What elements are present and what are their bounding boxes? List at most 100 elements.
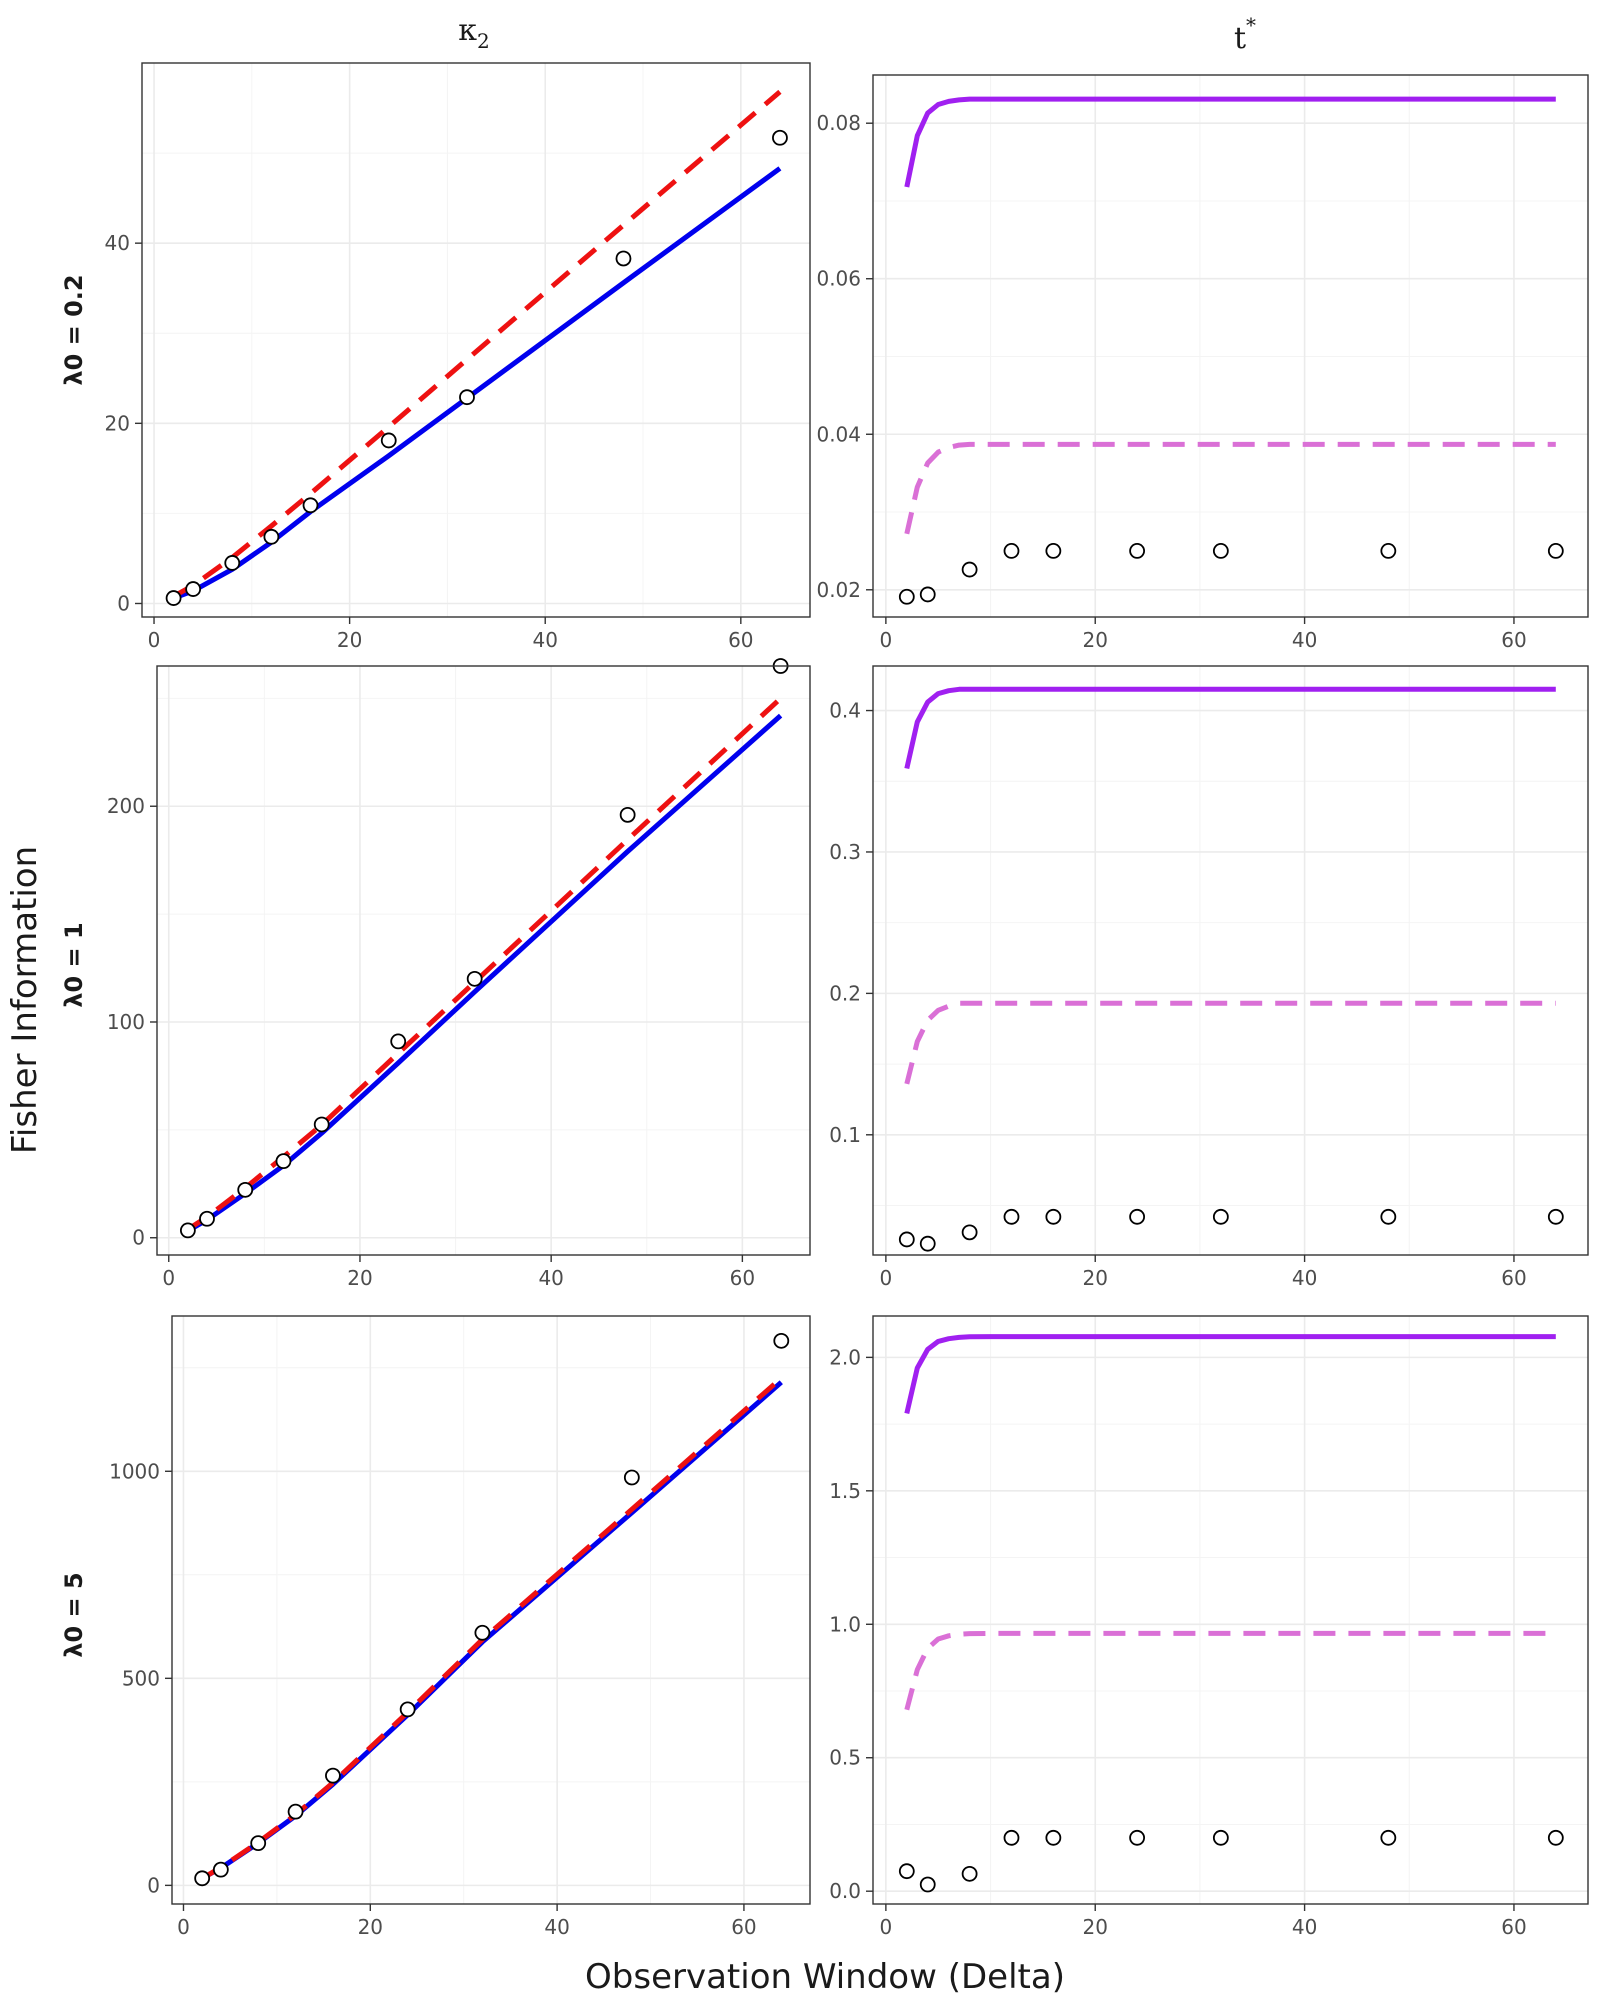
data-point [919,1235,936,1252]
data-point [390,1033,407,1050]
y-tick-label: 0.06 [816,267,861,291]
data-point [619,806,636,823]
x-tick-label: 40 [544,1915,569,1939]
y-tick-label: 0.04 [816,422,861,446]
panel-5: 0 20 40 60 0.0 0.5 1.0 1.5 2.0 [829,1315,1589,1939]
y-tick-label: 0.2 [829,981,861,1005]
data-point [399,1701,416,1718]
data-point [250,1835,267,1852]
y-tick-label: 0.1 [829,1123,861,1147]
y-tick-label: 20 [105,411,130,435]
col-header-kappa2-sub: 2 [477,29,490,53]
row-header-1: λ0 = 1 [60,922,88,1007]
data-point [898,1863,915,1880]
data-point [165,590,182,606]
panel-1: 0 20 40 60 0.02 0.04 0.06 0.08 [816,74,1589,652]
data-point [961,561,978,578]
y-tick-label: 500 [122,1666,160,1690]
series-solid-line [186,713,783,1233]
x-tick-label: 0 [880,1915,893,1939]
panel-0: 0 20 40 60 0 20 40 [105,62,811,652]
series-dashed-line [172,89,782,599]
data-point [772,129,788,146]
x-tick-label: 0 [177,1915,190,1939]
col-header-kappa2: κ2 [458,13,489,53]
x-tick-label: 40 [538,1266,563,1290]
data-point [961,1224,978,1241]
row-header-0: λ0 = 0.2 [60,274,88,385]
x-tick-label: 40 [1292,1266,1317,1290]
data-point [212,1861,229,1878]
y-tick-label: 40 [105,231,130,255]
series-dashed-line [186,696,783,1232]
data-point [961,1865,978,1882]
data-point [773,1332,790,1349]
y-axis-title: Fisher Information [5,846,45,1154]
data-point [313,1116,330,1133]
panel-4: 0 20 40 60 0 500 1000 [109,1315,811,1939]
series-dashed-line [904,441,1556,535]
y-tick-label: 0 [132,1226,145,1250]
data-point [1212,543,1229,559]
x-tick-label: 20 [1083,1266,1108,1290]
x-tick-label: 20 [347,1266,372,1290]
x-tick-label: 60 [1501,1266,1526,1290]
data-point [1045,1208,1062,1225]
series-solid-line [904,1334,1556,1414]
data-point [919,1876,936,1893]
series-dashed-line [904,1000,1556,1085]
x-tick-label: 40 [532,628,557,652]
x-tick-label: 60 [728,628,753,652]
y-tick-label: 100 [107,1010,145,1034]
data-point [466,970,483,987]
data-point [1045,543,1062,559]
y-tick-label: 0.5 [829,1746,861,1770]
x-axis-title: Observation Window (Delta) [585,1957,1065,1997]
y-tick-label: 0.08 [816,111,861,135]
x-tick-label: 60 [1501,628,1526,652]
data-point [1547,1208,1564,1225]
y-tick-label: 2.0 [829,1345,861,1369]
x-tick-label: 20 [337,628,362,652]
data-point [1380,1208,1397,1225]
data-point [302,497,319,514]
series-solid-line [904,686,1556,770]
x-tick-label: 0 [880,628,893,652]
x-tick-label: 20 [1083,1915,1108,1939]
data-point [1547,1829,1564,1846]
y-tick-label: 1.5 [829,1479,861,1503]
data-point [1129,1208,1146,1225]
data-point [1380,1829,1397,1846]
series-dashed-line [200,1376,783,1881]
data-point [1380,543,1397,559]
data-point [623,1469,640,1486]
data-point [898,588,915,605]
data-point [287,1803,304,1820]
panel-border [156,665,811,1256]
panel-border [872,665,1589,1256]
series-solid-line [904,96,1556,188]
data-point [179,1222,196,1239]
data-point [615,250,632,267]
panel-border [171,1315,811,1905]
y-tick-label: 1000 [109,1459,160,1483]
data-point [474,1624,491,1641]
col-header-tstar: t* [1234,13,1256,56]
data-point [263,528,280,545]
x-tick-label: 0 [148,628,161,652]
y-tick-label: 0.02 [816,578,861,602]
y-tick-label: 200 [107,794,145,818]
data-point [919,586,936,603]
data-point [1547,543,1564,559]
y-tick-label: 0 [147,1873,160,1897]
panel-border [141,62,811,618]
y-tick-label: 0.4 [829,699,861,723]
col-header-tstar-main: t [1234,21,1246,56]
panel-2: 0 20 40 60 0 100 200 [107,658,811,1290]
y-tick-label: 0 [117,591,130,615]
data-point [898,1231,915,1248]
y-tick-label: 0.3 [829,840,861,864]
data-point [185,581,202,597]
panels: 0 20 40 60 0 20 40 0 20 40 60 0.02 0.04 0.06 0.08 0 20 40… [105,62,1589,1939]
